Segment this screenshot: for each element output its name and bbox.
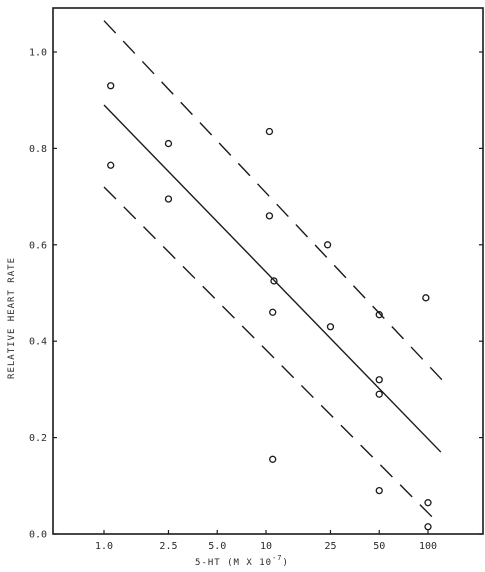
x-axis-ticks: 1.0 2.5 5.0 10 25 50 100 xyxy=(95,530,437,552)
data-point xyxy=(164,195,173,203)
data-point xyxy=(265,127,274,136)
data-point xyxy=(164,139,173,148)
confidence-bands xyxy=(103,20,447,521)
lower-confidence-band xyxy=(103,186,436,521)
data-point xyxy=(107,82,115,90)
data-point xyxy=(375,390,383,398)
y-tick-label: 0.4 xyxy=(29,337,47,348)
y-tick-label: 0.2 xyxy=(29,433,47,444)
data-point xyxy=(424,499,432,507)
data-points xyxy=(107,82,432,531)
data-point xyxy=(326,323,335,331)
y-tick-label: 0.0 xyxy=(29,530,47,541)
data-point xyxy=(269,455,277,463)
data-point xyxy=(323,241,332,249)
data-point xyxy=(107,161,115,169)
data-point xyxy=(375,486,383,495)
y-axis-ticks: 0.0 0.2 0.4 0.6 0.8 1.0 xyxy=(29,48,483,541)
x-tick-label: 25 xyxy=(324,541,336,552)
x-tick-label: 2.5 xyxy=(159,541,177,552)
data-point xyxy=(375,376,383,384)
data-point xyxy=(265,212,274,220)
data-point xyxy=(269,308,277,316)
data-point xyxy=(422,294,430,302)
y-axis-label: RELATIVE HEART RATE xyxy=(7,257,17,379)
upper-confidence-band xyxy=(103,20,447,386)
x-tick-label: 5.0 xyxy=(208,541,226,552)
data-point xyxy=(424,523,432,531)
x-tick-label: 100 xyxy=(419,541,437,552)
plot-frame xyxy=(52,7,484,535)
y-tick-label: 0.8 xyxy=(29,144,47,155)
x-axis-label: 5-HT (M X 10-7) xyxy=(195,554,289,568)
x-tick-label: 1.0 xyxy=(95,541,113,552)
x-tick-label: 10 xyxy=(260,541,272,552)
x-tick-label: 50 xyxy=(373,541,385,552)
y-tick-label: 1.0 xyxy=(29,48,47,59)
data-point xyxy=(375,311,383,319)
data-point xyxy=(270,277,278,285)
y-tick-label: 0.6 xyxy=(29,240,47,251)
